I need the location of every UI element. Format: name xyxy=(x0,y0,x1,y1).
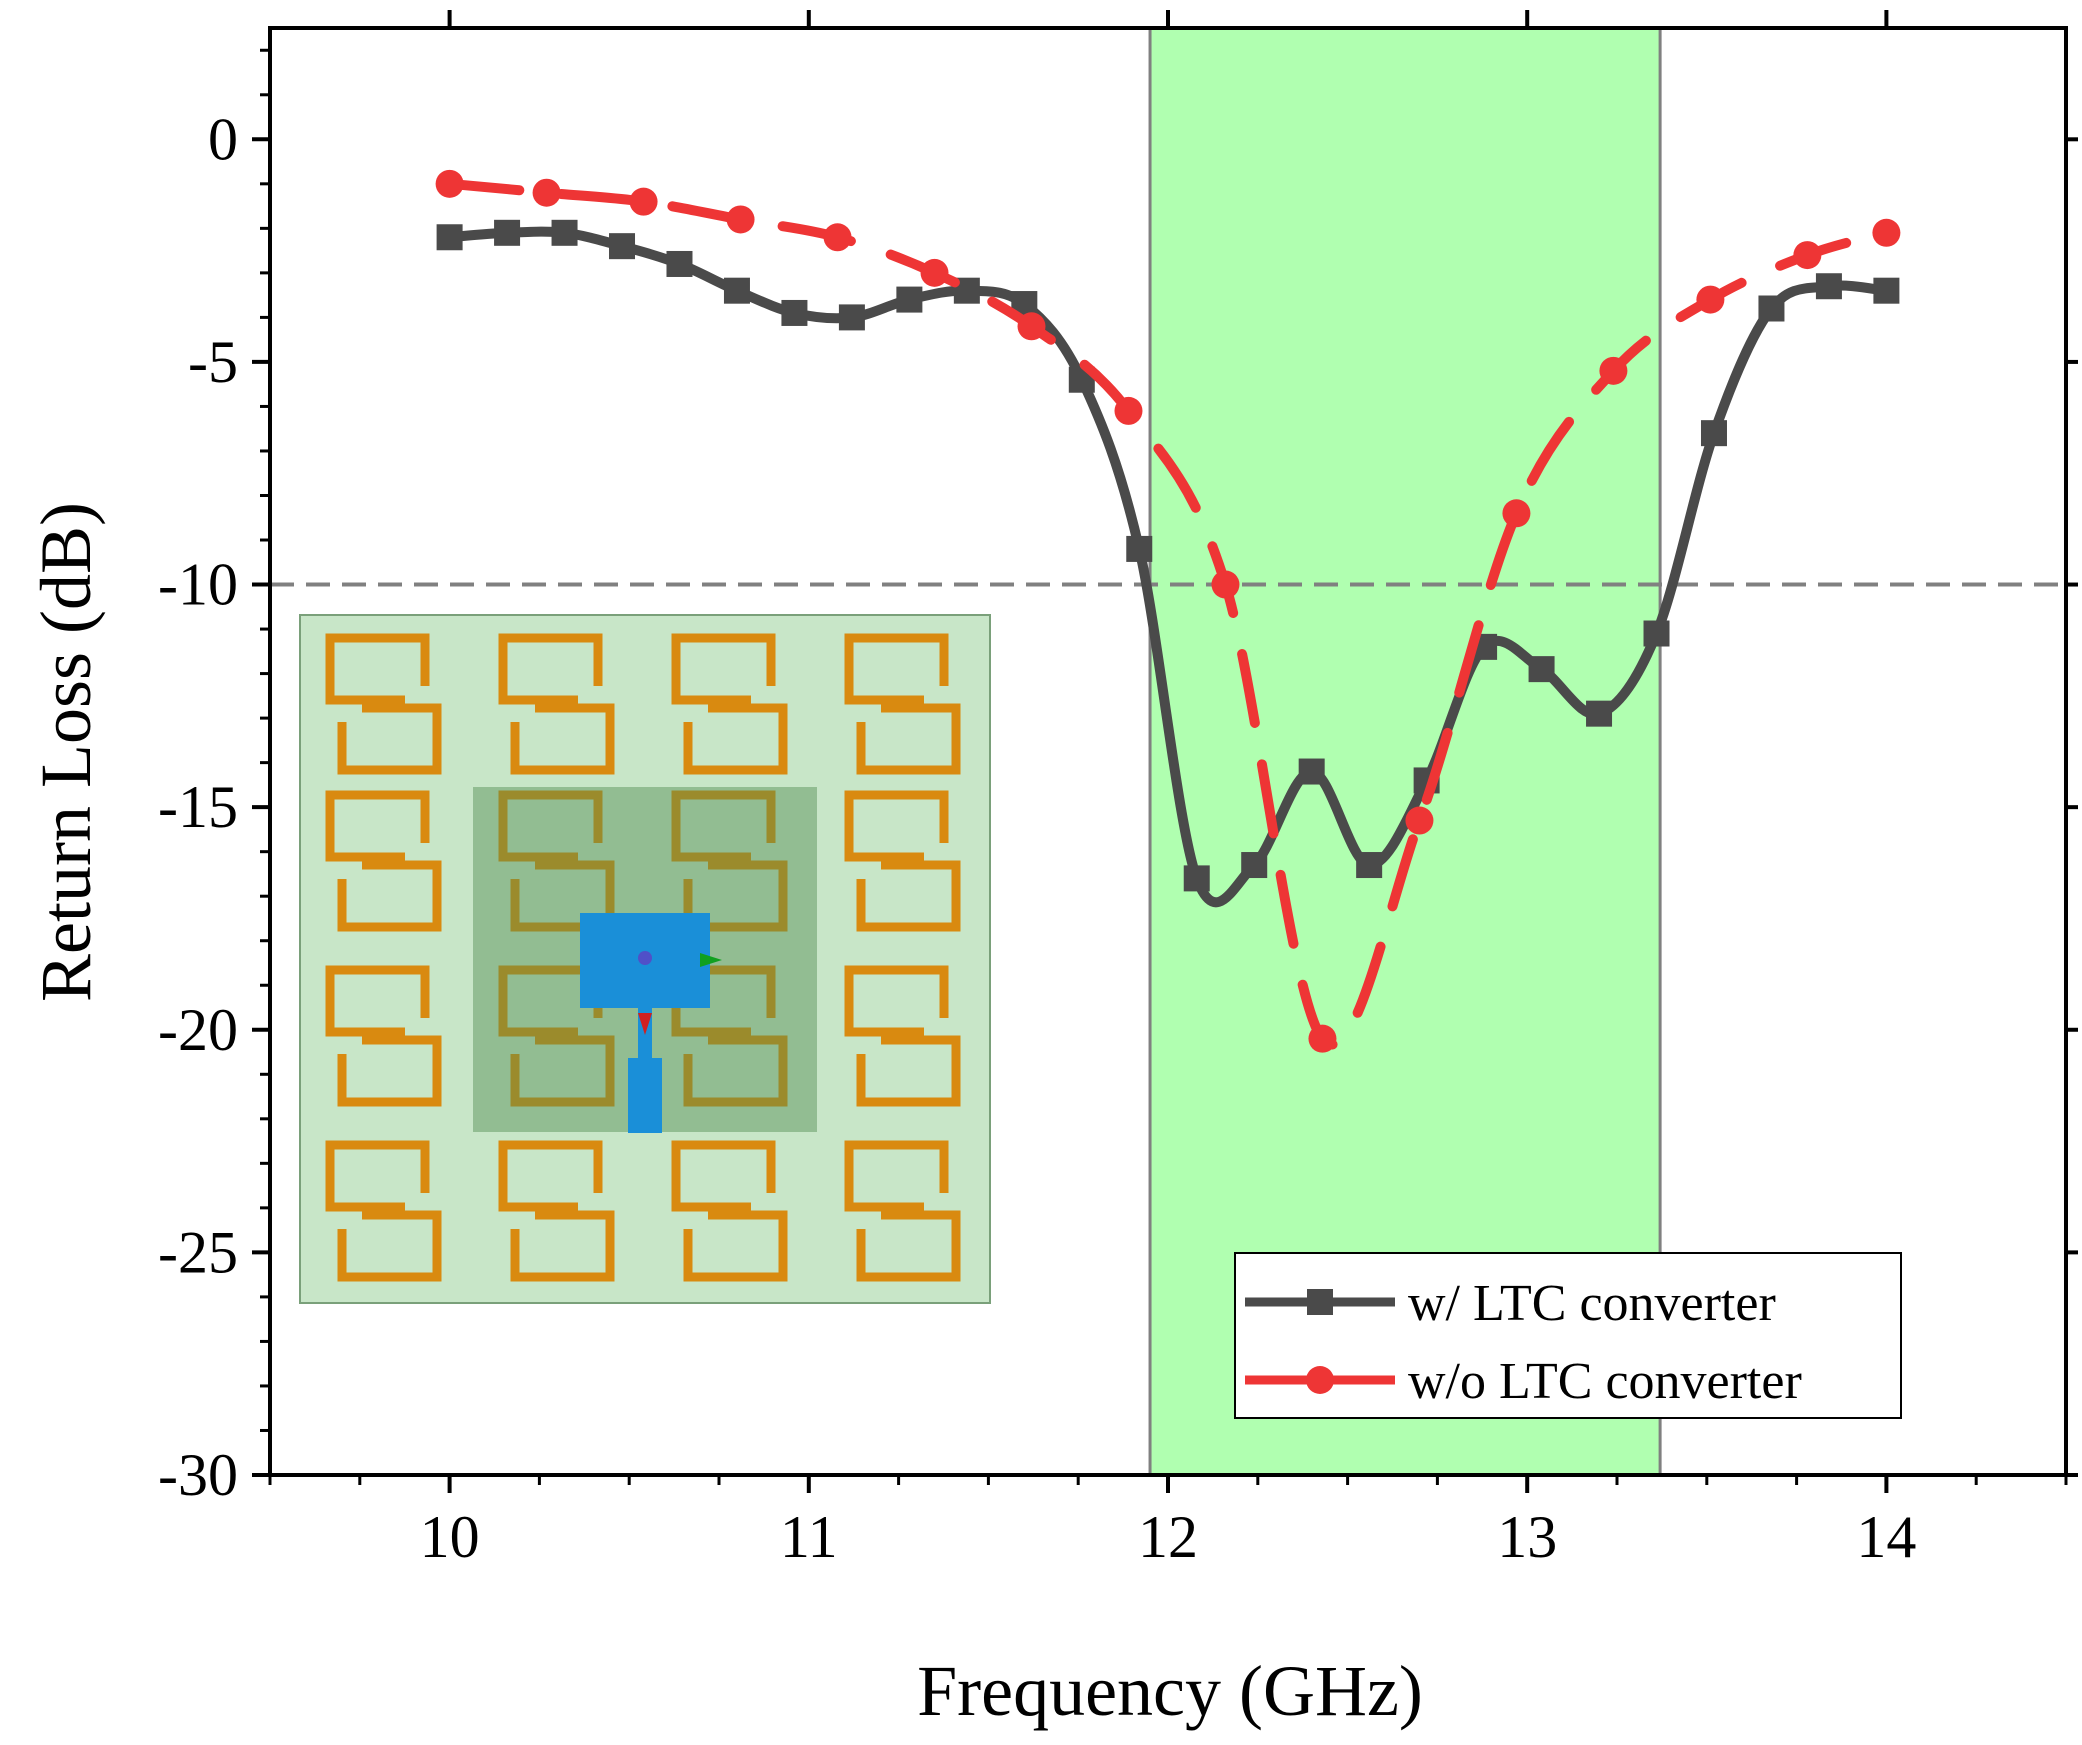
legend-label-wo-ltc: w/o LTC converter xyxy=(1408,1353,1802,1410)
inset-split-ring-resonator xyxy=(844,1140,949,1212)
inset-split-ring-resonator xyxy=(325,1140,430,1212)
data-point-s0-19 xyxy=(1528,656,1555,683)
inset-split-ring-resonator xyxy=(671,790,776,862)
legend-marker-wo-ltc xyxy=(1306,1366,1334,1394)
data-point-s1-3 xyxy=(726,205,755,234)
operating-band xyxy=(1150,28,1661,1475)
legend-box xyxy=(1234,1252,1902,1419)
data-point-s1-9 xyxy=(1308,1024,1337,1053)
x-tick-label: 10 xyxy=(420,1504,480,1570)
data-point-s0-0 xyxy=(436,224,463,251)
inset-split-ring-resonator xyxy=(325,633,430,705)
y-axis-title: Return Loss (dB) xyxy=(26,502,106,1002)
x-tick-label: 12 xyxy=(1138,1504,1198,1570)
inset-split-ring-resonator xyxy=(683,1035,788,1107)
y-tick-label: -30 xyxy=(158,1442,238,1508)
inset-split-ring-resonator xyxy=(510,703,615,775)
data-point-s0-7 xyxy=(838,304,865,331)
data-point-s0-14 xyxy=(1241,852,1268,879)
y-tick-label: -15 xyxy=(158,774,238,840)
data-point-s0-4 xyxy=(666,250,693,277)
x-axis-title: Frequency (GHz) xyxy=(917,1651,1423,1731)
y-tick-label: -20 xyxy=(158,997,238,1063)
data-point-s0-23 xyxy=(1758,295,1785,322)
inset-split-ring-resonator xyxy=(498,633,603,705)
inset-split-ring-resonator xyxy=(856,860,961,932)
legend: w/ LTC converter w/o LTC converter xyxy=(1234,1252,1902,1419)
inset-feed-line xyxy=(628,1058,662,1133)
inset-split-ring-resonator xyxy=(510,1035,615,1107)
data-point-s0-16 xyxy=(1356,852,1383,879)
inset-y-axis-arrow xyxy=(638,1013,652,1035)
data-point-s1-15 xyxy=(1872,218,1901,247)
inset-split-ring-resonator xyxy=(337,1210,442,1282)
inset-split-ring-resonator xyxy=(856,1035,961,1107)
data-point-s1-8 xyxy=(1211,570,1240,599)
inset-split-ring-resonator xyxy=(856,703,961,775)
data-point-s0-25 xyxy=(1873,277,1900,304)
inset-split-ring-resonator xyxy=(856,1210,961,1282)
data-point-s0-21 xyxy=(1643,620,1670,647)
data-point-s1-7 xyxy=(1114,396,1143,425)
x-tick-label: 13 xyxy=(1497,1504,1557,1570)
x-tick-label: 14 xyxy=(1856,1504,1916,1570)
data-point-s1-13 xyxy=(1696,285,1725,314)
inset-split-ring-resonator xyxy=(683,1210,788,1282)
legend-marker-w-ltc xyxy=(1307,1289,1333,1315)
inset-split-ring-resonator xyxy=(844,790,949,862)
data-point-s1-14 xyxy=(1793,241,1822,270)
x-tick-label: 11 xyxy=(780,1504,838,1570)
inset-split-ring-resonator xyxy=(510,1210,615,1282)
inset-split-ring-resonator xyxy=(683,703,788,775)
inset-split-ring-resonator xyxy=(337,703,442,775)
data-point-s0-6 xyxy=(781,299,808,326)
data-point-s0-24 xyxy=(1815,273,1842,300)
inset-split-ring-resonator xyxy=(844,633,949,705)
data-point-s1-5 xyxy=(920,258,949,287)
inset-split-ring-resonator xyxy=(844,965,949,1037)
data-point-s0-3 xyxy=(609,233,636,260)
inset-split-ring-resonator xyxy=(671,633,776,705)
inset-split-ring-resonator xyxy=(683,860,788,932)
inset-x-axis-arrow xyxy=(700,953,722,967)
data-point-s0-15 xyxy=(1298,758,1325,785)
antenna-inset-image xyxy=(299,614,991,1304)
data-point-s1-1 xyxy=(532,178,561,207)
inset-coordinate-origin xyxy=(638,951,652,965)
inset-split-ring-resonator xyxy=(325,790,430,862)
data-point-s1-6 xyxy=(1017,312,1046,341)
data-point-s0-8 xyxy=(896,286,923,313)
y-tick-label: -25 xyxy=(158,1219,238,1285)
data-point-s0-1 xyxy=(494,219,521,246)
data-point-s0-12 xyxy=(1126,535,1153,562)
y-tick-label: -5 xyxy=(188,329,238,395)
data-point-s0-2 xyxy=(551,219,578,246)
y-tick-label: -10 xyxy=(158,552,238,618)
y-tick-label: 0 xyxy=(208,106,238,172)
data-point-s1-4 xyxy=(823,223,852,252)
data-point-s1-0 xyxy=(435,169,464,198)
inset-split-ring-resonator xyxy=(498,790,603,862)
data-point-s0-20 xyxy=(1586,700,1613,727)
data-point-s0-22 xyxy=(1700,420,1727,447)
data-point-s1-11 xyxy=(1502,499,1531,528)
inset-split-ring-resonator xyxy=(337,1035,442,1107)
data-point-s0-13 xyxy=(1183,865,1210,892)
data-point-s1-10 xyxy=(1405,806,1434,835)
data-point-s0-5 xyxy=(723,277,750,304)
inset-split-ring-resonator xyxy=(337,860,442,932)
data-point-s1-2 xyxy=(629,187,658,216)
inset-split-ring-resonator xyxy=(325,965,430,1037)
inset-split-ring-resonator xyxy=(498,1140,603,1212)
data-point-s1-12 xyxy=(1599,356,1628,385)
inset-split-ring-resonator xyxy=(671,1140,776,1212)
legend-label-w-ltc: w/ LTC converter xyxy=(1408,1275,1776,1332)
